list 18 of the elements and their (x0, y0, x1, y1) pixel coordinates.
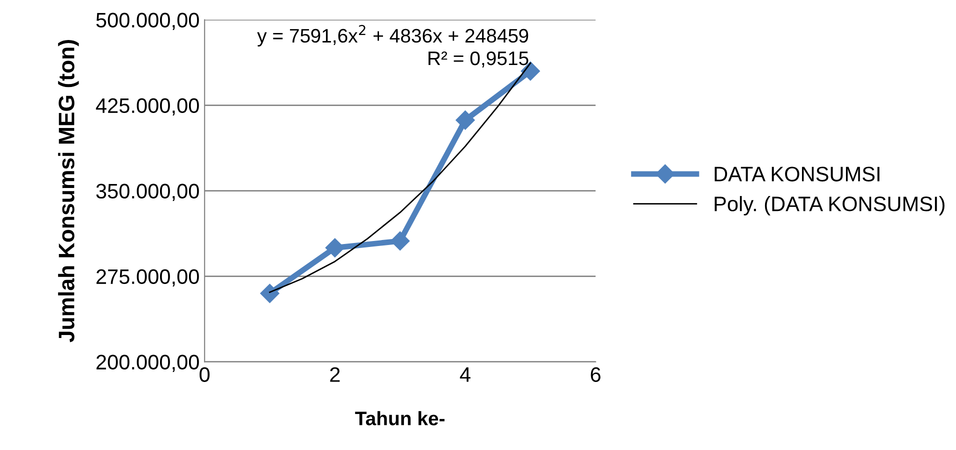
y-tick-label: 200.000,00 (96, 354, 199, 372)
point (260, 284, 280, 303)
legend-label: DATA KONSUMSI (714, 166, 880, 182)
y-tick-label: 500.000,00 (96, 12, 199, 30)
x-tick-label: 6 (590, 367, 600, 382)
point (325, 238, 344, 258)
x-tick-label: 4 (460, 367, 470, 382)
x-tick-label: 2 (330, 367, 340, 382)
y-tick-label: 350.000,00 (96, 184, 199, 202)
annotation: y = 7591,6x$^{2}$ + 4836x + 248459 R² = 0,9515 (257, 24, 528, 68)
legend-label: Poly. (DATA KONSUMSI) (714, 196, 944, 216)
x-tick-label: 0 (200, 367, 210, 382)
x-axis-title: Tahun ke- (355, 411, 445, 426)
y-tick-label: 275.000,00 (96, 269, 199, 287)
point (390, 231, 410, 250)
y-tick-label: 425.000,00 (96, 98, 199, 116)
point (456, 110, 475, 130)
y-axis-title: Jumlah Konsumsi MEG (ton) (58, 40, 79, 342)
